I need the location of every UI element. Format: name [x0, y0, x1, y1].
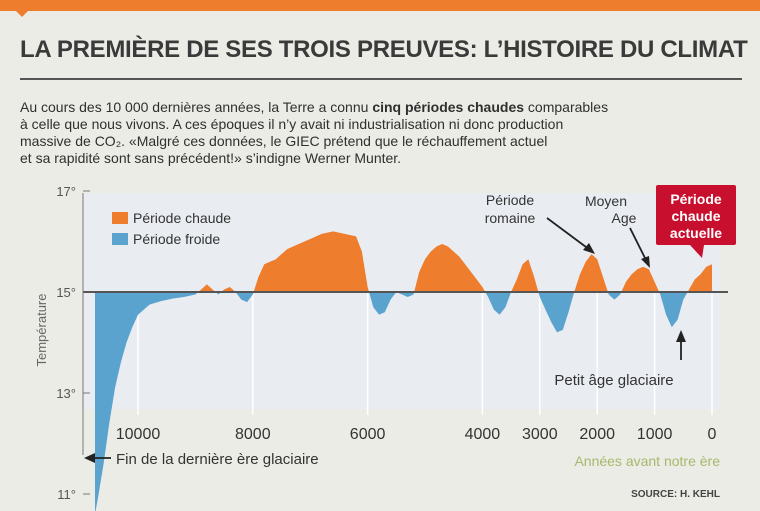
- annotation-ice-age-end-arrowhead: [84, 453, 95, 463]
- annotation-current-warm-pointer: [690, 245, 704, 258]
- annotation-middle-ages-arrowhead: [641, 256, 650, 268]
- legend-warm-label: Période chaude: [133, 210, 231, 226]
- annotation-ice-age-end-label: Fin de la dernière ère glaciaire: [116, 451, 319, 468]
- warm-period-area: [95, 231, 712, 292]
- intro-line-1-end: comparables: [524, 99, 609, 115]
- x-tick-label-0: 0: [708, 426, 717, 443]
- source-credit: SOURCE: H. KEHL: [631, 489, 720, 500]
- intro-highlight: cinq périodes chaudes: [372, 99, 525, 115]
- plot-area: [83, 193, 720, 409]
- y-tick-label-13: 13°: [56, 386, 76, 401]
- x-tick-label-3000: 3000: [522, 426, 558, 443]
- x-tick-label-6000: 6000: [350, 426, 386, 443]
- annotation-current-warm-line-2: chaude: [671, 208, 720, 224]
- legend-warm-swatch: [112, 212, 128, 224]
- y-tick-label-15: 15°: [56, 285, 76, 300]
- x-tick-label-10000: 10000: [116, 426, 161, 443]
- intro-line-1: Au cours des 10 000 dernières années, la…: [20, 99, 720, 116]
- annotation-current-warm-line-1: Période: [670, 191, 722, 207]
- annotation-ice-age-end: Fin de la dernière ère glaciaire: [84, 451, 319, 468]
- page-title: LA PREMIÈRE DE SES TROIS PREUVES: L’HIST…: [20, 36, 748, 63]
- chart-legend: Période chaude Période froide: [112, 210, 231, 247]
- y-axis-label: Température: [34, 294, 49, 367]
- y-tick-label-17: 17°: [56, 184, 76, 199]
- annotation-roman-line-1: Période: [486, 192, 534, 208]
- legend-cold-label: Période froide: [133, 231, 220, 247]
- annotation-middle-ages-line-2: Age: [612, 210, 637, 226]
- x-tick-label-8000: 8000: [235, 426, 271, 443]
- y-axis-ticks: 17° 15° 13° 11°: [56, 184, 90, 502]
- intro-line-1-start: Au cours des 10 000 dernières années, la…: [20, 99, 373, 115]
- x-tick-label-2000: 2000: [579, 426, 615, 443]
- annotation-roman-arrow: [546, 217, 591, 251]
- annotation-little-ice-age-arrowhead: [676, 330, 686, 342]
- x-tick-label-1000: 1000: [637, 426, 673, 443]
- x-tick-label-4000: 4000: [465, 426, 501, 443]
- annotation-little-ice-age-label: Petit âge glaciaire: [554, 372, 673, 389]
- y-tick-label-11: 11°: [57, 487, 76, 502]
- intro-line-2: à celle que nous vivons. A ces époques i…: [20, 116, 564, 132]
- top-accent-notch: [15, 10, 29, 17]
- x-axis-label: Années avant notre ère: [574, 453, 720, 469]
- annotation-current-warm: Période chaude actuelle: [656, 185, 736, 258]
- legend-cold-swatch: [112, 233, 128, 245]
- annotation-roman-line-2: romaine: [485, 210, 536, 226]
- annotation-little-ice-age: Petit âge glaciaire: [554, 330, 686, 389]
- annotation-middle-ages-line-1: Moyen: [585, 193, 627, 209]
- annotation-roman: Période romaine: [485, 192, 595, 254]
- annotation-middle-ages-arrow: [629, 227, 648, 263]
- title-divider: [20, 78, 742, 80]
- intro-line-4: et sa rapidité sont sans précédent!» s’i…: [20, 150, 402, 166]
- x-axis-ticks: 10000 8000 6000 4000 3000 2000 1000 0: [116, 292, 717, 443]
- annotation-roman-arrowhead: [583, 243, 595, 254]
- annotation-current-warm-line-3: actuelle: [670, 225, 722, 241]
- intro-line-3: massive de CO₂. «Malgré ces données, le …: [20, 133, 548, 149]
- intro-paragraph: Au cours des 10 000 dernières années, la…: [20, 99, 720, 167]
- annotation-middle-ages: Moyen Age: [585, 193, 650, 268]
- top-accent-bar: [0, 0, 760, 11]
- annotation-current-warm-box: [656, 185, 736, 245]
